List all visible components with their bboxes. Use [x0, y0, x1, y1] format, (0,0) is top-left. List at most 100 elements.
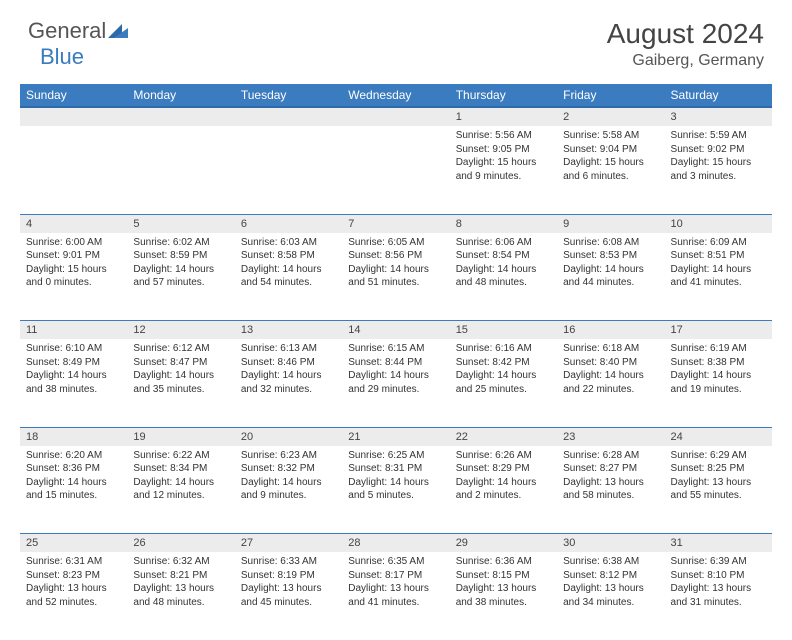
sunset-line: Sunset: 8:40 PM	[563, 356, 658, 370]
day-content: Sunrise: 6:08 AMSunset: 8:53 PMDaylight:…	[557, 233, 664, 296]
header: General August 2024 Gaiberg, Germany	[0, 0, 792, 78]
day-content: Sunrise: 6:16 AMSunset: 8:42 PMDaylight:…	[450, 339, 557, 402]
day-content: Sunrise: 6:38 AMSunset: 8:12 PMDaylight:…	[557, 552, 664, 615]
day-number: 10	[665, 215, 772, 233]
day-cell: Sunrise: 6:06 AMSunset: 8:54 PMDaylight:…	[450, 233, 557, 321]
daylight-line: Daylight: 14 hours and 5 minutes.	[348, 476, 443, 503]
daynum-row: 25262728293031	[20, 534, 772, 553]
sunset-line: Sunset: 8:38 PM	[671, 356, 766, 370]
day-content: Sunrise: 6:09 AMSunset: 8:51 PMDaylight:…	[665, 233, 772, 296]
daylight-line: Daylight: 14 hours and 32 minutes.	[241, 369, 336, 396]
daynum-cell: 17	[665, 321, 772, 340]
day-cell: Sunrise: 6:19 AMSunset: 8:38 PMDaylight:…	[665, 339, 772, 427]
daylight-line: Daylight: 14 hours and 41 minutes.	[671, 263, 766, 290]
daylight-line: Daylight: 14 hours and 15 minutes.	[26, 476, 121, 503]
sunrise-line: Sunrise: 6:13 AM	[241, 342, 336, 356]
day-content: Sunrise: 6:25 AMSunset: 8:31 PMDaylight:…	[342, 446, 449, 509]
daynum-cell: 16	[557, 321, 664, 340]
sunrise-line: Sunrise: 6:12 AM	[133, 342, 228, 356]
day-number: 6	[235, 215, 342, 233]
sunrise-line: Sunrise: 6:28 AM	[563, 449, 658, 463]
day-content: Sunrise: 5:59 AMSunset: 9:02 PMDaylight:…	[665, 126, 772, 189]
day-cell: Sunrise: 6:39 AMSunset: 8:10 PMDaylight:…	[665, 552, 772, 640]
day-number: 2	[557, 108, 664, 126]
sunset-line: Sunset: 8:25 PM	[671, 462, 766, 476]
sunset-line: Sunset: 8:59 PM	[133, 249, 228, 263]
sunrise-line: Sunrise: 6:31 AM	[26, 555, 121, 569]
daynum-cell: 11	[20, 321, 127, 340]
daylight-line: Daylight: 14 hours and 25 minutes.	[456, 369, 551, 396]
weekday-header: Wednesday	[342, 84, 449, 107]
sunset-line: Sunset: 9:01 PM	[26, 249, 121, 263]
day-cell: Sunrise: 5:56 AMSunset: 9:05 PMDaylight:…	[450, 126, 557, 214]
daynum-cell: 27	[235, 534, 342, 553]
week-row: Sunrise: 6:20 AMSunset: 8:36 PMDaylight:…	[20, 446, 772, 534]
daynum-cell: 12	[127, 321, 234, 340]
daylight-line: Daylight: 14 hours and 51 minutes.	[348, 263, 443, 290]
weekday-header: Sunday	[20, 84, 127, 107]
sunrise-line: Sunrise: 6:22 AM	[133, 449, 228, 463]
daylight-line: Daylight: 15 hours and 3 minutes.	[671, 156, 766, 183]
day-cell: Sunrise: 6:15 AMSunset: 8:44 PMDaylight:…	[342, 339, 449, 427]
daylight-line: Daylight: 13 hours and 41 minutes.	[348, 582, 443, 609]
daynum-cell: 3	[665, 107, 772, 126]
day-cell: Sunrise: 6:38 AMSunset: 8:12 PMDaylight:…	[557, 552, 664, 640]
day-content: Sunrise: 6:15 AMSunset: 8:44 PMDaylight:…	[342, 339, 449, 402]
week-row: Sunrise: 5:56 AMSunset: 9:05 PMDaylight:…	[20, 126, 772, 214]
sunrise-line: Sunrise: 6:33 AM	[241, 555, 336, 569]
sunrise-line: Sunrise: 6:32 AM	[133, 555, 228, 569]
day-content: Sunrise: 6:22 AMSunset: 8:34 PMDaylight:…	[127, 446, 234, 509]
daynum-cell: 26	[127, 534, 234, 553]
sunset-line: Sunset: 8:54 PM	[456, 249, 551, 263]
daynum-cell: 1	[450, 107, 557, 126]
daylight-line: Daylight: 15 hours and 6 minutes.	[563, 156, 658, 183]
sunset-line: Sunset: 8:19 PM	[241, 569, 336, 583]
weekday-header: Monday	[127, 84, 234, 107]
day-number	[235, 108, 342, 114]
daylight-line: Daylight: 14 hours and 22 minutes.	[563, 369, 658, 396]
daynum-cell: 18	[20, 427, 127, 446]
day-content: Sunrise: 6:02 AMSunset: 8:59 PMDaylight:…	[127, 233, 234, 296]
daynum-cell	[20, 107, 127, 126]
sunrise-line: Sunrise: 6:06 AM	[456, 236, 551, 250]
day-cell: Sunrise: 6:12 AMSunset: 8:47 PMDaylight:…	[127, 339, 234, 427]
day-number: 16	[557, 321, 664, 339]
daylight-line: Daylight: 13 hours and 58 minutes.	[563, 476, 658, 503]
daynum-cell: 30	[557, 534, 664, 553]
logo-text-blue: Blue	[40, 44, 84, 70]
daynum-cell: 2	[557, 107, 664, 126]
sunrise-line: Sunrise: 6:35 AM	[348, 555, 443, 569]
day-number: 19	[127, 428, 234, 446]
sunset-line: Sunset: 8:42 PM	[456, 356, 551, 370]
sunrise-line: Sunrise: 6:08 AM	[563, 236, 658, 250]
day-number: 25	[20, 534, 127, 552]
logo-icon	[108, 22, 128, 40]
sunset-line: Sunset: 9:02 PM	[671, 143, 766, 157]
sunrise-line: Sunrise: 6:19 AM	[671, 342, 766, 356]
daylight-line: Daylight: 14 hours and 48 minutes.	[456, 263, 551, 290]
sunset-line: Sunset: 9:04 PM	[563, 143, 658, 157]
sunset-line: Sunset: 8:23 PM	[26, 569, 121, 583]
day-content: Sunrise: 6:32 AMSunset: 8:21 PMDaylight:…	[127, 552, 234, 615]
sunrise-line: Sunrise: 6:16 AM	[456, 342, 551, 356]
day-cell: Sunrise: 6:22 AMSunset: 8:34 PMDaylight:…	[127, 446, 234, 534]
day-number: 14	[342, 321, 449, 339]
daylight-line: Daylight: 14 hours and 57 minutes.	[133, 263, 228, 290]
day-content: Sunrise: 6:19 AMSunset: 8:38 PMDaylight:…	[665, 339, 772, 402]
day-cell: Sunrise: 6:33 AMSunset: 8:19 PMDaylight:…	[235, 552, 342, 640]
daylight-line: Daylight: 14 hours and 35 minutes.	[133, 369, 228, 396]
logo-text-general: General	[28, 18, 106, 44]
day-number: 20	[235, 428, 342, 446]
day-content: Sunrise: 6:28 AMSunset: 8:27 PMDaylight:…	[557, 446, 664, 509]
location-title: Gaiberg, Germany	[607, 52, 764, 70]
sunset-line: Sunset: 8:53 PM	[563, 249, 658, 263]
sunset-line: Sunset: 8:47 PM	[133, 356, 228, 370]
sunrise-line: Sunrise: 6:02 AM	[133, 236, 228, 250]
day-cell: Sunrise: 6:10 AMSunset: 8:49 PMDaylight:…	[20, 339, 127, 427]
sunset-line: Sunset: 8:46 PM	[241, 356, 336, 370]
day-number: 29	[450, 534, 557, 552]
day-cell: Sunrise: 6:18 AMSunset: 8:40 PMDaylight:…	[557, 339, 664, 427]
sunrise-line: Sunrise: 6:15 AM	[348, 342, 443, 356]
daynum-row: 18192021222324	[20, 427, 772, 446]
day-cell: Sunrise: 6:08 AMSunset: 8:53 PMDaylight:…	[557, 233, 664, 321]
